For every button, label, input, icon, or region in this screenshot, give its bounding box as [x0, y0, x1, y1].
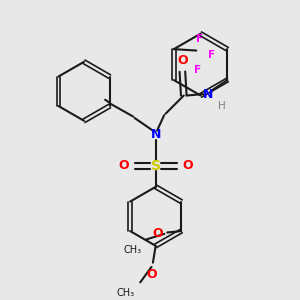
Text: F: F: [194, 64, 201, 75]
Text: F: F: [196, 34, 203, 44]
Text: O: O: [152, 227, 163, 240]
Text: CH₃: CH₃: [116, 288, 135, 298]
Text: H: H: [218, 101, 225, 111]
Text: N: N: [151, 128, 161, 141]
Text: F: F: [208, 50, 215, 60]
Text: N: N: [202, 88, 213, 100]
Text: O: O: [177, 54, 188, 68]
Text: CH₃: CH₃: [124, 245, 142, 255]
Text: S: S: [151, 159, 161, 173]
Text: O: O: [182, 159, 193, 172]
Text: O: O: [146, 268, 157, 281]
Text: O: O: [118, 159, 129, 172]
